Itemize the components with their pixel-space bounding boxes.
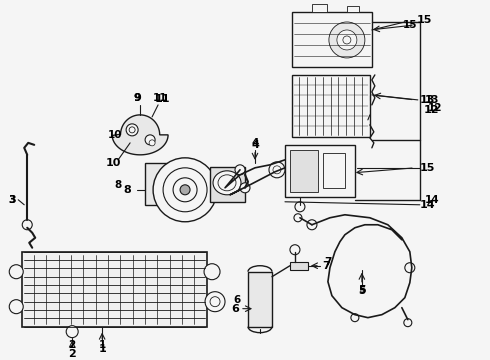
Bar [347,6,359,12]
Circle shape [269,162,285,178]
Text: 9: 9 [133,93,141,103]
Circle shape [405,263,415,273]
Bar [145,163,200,205]
Circle shape [240,183,250,193]
Ellipse shape [213,171,241,195]
Bar [323,153,345,188]
Bar [210,167,245,202]
Text: 12: 12 [424,105,440,115]
Ellipse shape [218,175,236,191]
Text: 1: 1 [98,339,106,350]
Circle shape [180,185,190,195]
Circle shape [404,319,412,327]
Text: 15: 15 [417,15,433,25]
Text: 7: 7 [322,261,330,271]
Text: 3: 3 [8,195,16,205]
Circle shape [9,300,23,314]
Text: 15: 15 [420,163,436,173]
Circle shape [273,166,281,174]
Circle shape [9,265,23,279]
Circle shape [337,30,357,50]
Polygon shape [112,115,168,155]
Circle shape [66,326,78,338]
Text: 14: 14 [424,195,439,205]
Circle shape [204,264,220,280]
Circle shape [343,36,351,44]
Text: 3: 3 [9,195,16,205]
Text: 4: 4 [251,140,259,150]
Text: 14: 14 [420,200,436,210]
Circle shape [351,314,359,322]
Text: 13: 13 [420,95,436,105]
Text: 6: 6 [231,304,239,314]
Text: 12: 12 [428,103,442,113]
Bar [22,252,207,327]
Text: 15: 15 [403,20,417,30]
Circle shape [329,22,365,58]
Circle shape [145,135,155,145]
Circle shape [205,292,225,312]
Circle shape [307,220,317,230]
Circle shape [290,245,300,255]
Text: 8: 8 [123,185,131,195]
Text: 5: 5 [358,286,366,296]
Bar [290,150,318,192]
Circle shape [210,297,220,307]
Circle shape [294,214,302,222]
Text: 6: 6 [233,295,241,305]
Circle shape [153,158,217,222]
Text: 2: 2 [69,339,76,350]
Circle shape [163,168,207,212]
Text: 5: 5 [358,285,366,295]
Text: 10: 10 [108,130,122,140]
Text: 10: 10 [105,158,121,168]
Circle shape [126,124,138,136]
Circle shape [129,127,135,133]
Bar [285,145,355,197]
Text: 11: 11 [154,94,170,104]
Bar [248,272,272,327]
Text: 11: 11 [153,93,168,103]
Bar [292,75,370,137]
Text: 2: 2 [68,348,76,359]
Circle shape [295,202,305,212]
Bar [292,12,372,67]
Text: 8: 8 [115,180,122,190]
Text: 9: 9 [134,93,141,103]
Text: 4: 4 [251,138,259,148]
Circle shape [173,178,197,202]
Bar [290,262,308,270]
Circle shape [235,165,245,175]
Bar [312,4,327,12]
Circle shape [22,220,32,230]
Circle shape [149,140,155,146]
Text: 1: 1 [98,344,106,354]
Text: 13: 13 [424,95,439,105]
Text: 7: 7 [324,257,332,267]
